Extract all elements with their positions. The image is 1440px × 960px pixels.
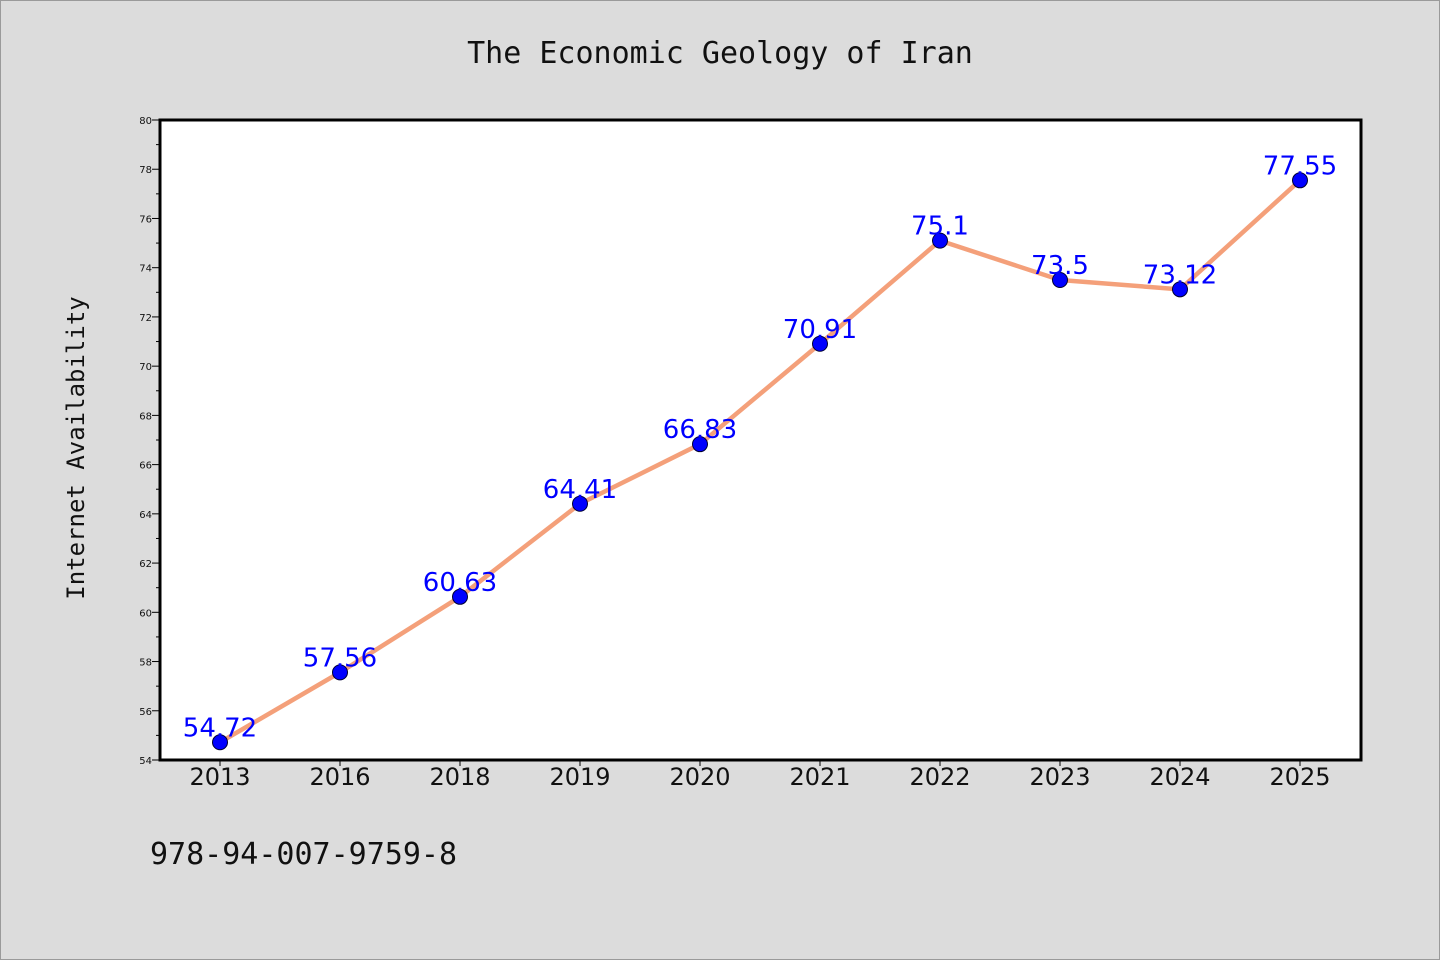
x-tick-label: 2016: [309, 763, 370, 791]
x-tick-label: 2020: [669, 763, 730, 791]
y-tick-label: 78: [139, 165, 152, 176]
x-tick-label: 2024: [1149, 763, 1210, 791]
y-axis-label: Internet Availability: [62, 296, 90, 599]
y-tick-label: 80: [139, 116, 152, 127]
y-tick-label: 58: [139, 658, 152, 669]
data-label: 73.5: [1031, 251, 1089, 281]
y-axis-ticks: 54 56 58 60 62 64 66 68 70 72 74 76 78 80: [139, 116, 160, 767]
data-point: [932, 232, 948, 249]
data-label: 64.41: [543, 475, 617, 505]
data-label: 77.55: [1263, 151, 1337, 181]
series-line: [217, 178, 1303, 745]
plot-area: [158, 118, 1363, 762]
chart-title: The Economic Geology of Iran: [467, 36, 973, 71]
y-tick-label: 70: [139, 362, 152, 373]
y-tick-label: 76: [139, 214, 152, 225]
data-label: 60.63: [423, 568, 497, 598]
data-point: [212, 734, 228, 751]
y-tick-label: 62: [139, 559, 152, 570]
y-tick-label: 60: [139, 608, 152, 619]
data-label: 73.12: [1143, 260, 1217, 290]
x-axis-ticks: 2013 2016 2018 2019 2020 2021 2022 2023 2024 2025: [189, 760, 1331, 791]
y-tick-label: 54: [139, 756, 152, 767]
data-point: [572, 495, 588, 512]
x-tick-label: 2018: [429, 763, 490, 791]
x-tick-label: 2025: [1269, 763, 1330, 791]
data-label: 70.91: [783, 315, 857, 345]
data-label: 66.83: [663, 415, 737, 445]
data-point: [1172, 281, 1188, 298]
footer-isbn: 978-94-007-9759-8: [150, 837, 457, 872]
series-layer: [212, 172, 1308, 751]
y-tick-label: 64: [139, 510, 152, 521]
data-labels: 54.72 57.56 60.63 64.41 66.83 70.91 75.1 73.5 73…: [183, 151, 1337, 743]
x-tick-label: 2022: [909, 763, 970, 791]
y-tick-label: 68: [139, 411, 152, 422]
data-point: [692, 436, 708, 453]
y-tick-label: 66: [139, 461, 152, 472]
data-point: [1292, 172, 1308, 189]
data-point: [812, 335, 828, 352]
y-tick-label: 72: [139, 313, 152, 324]
x-tick-label: 2013: [189, 763, 250, 791]
data-point: [1052, 272, 1068, 288]
data-label: 54.72: [183, 713, 257, 743]
data-label: 75.1: [911, 212, 969, 242]
y-tick-label: 56: [139, 707, 152, 718]
data-label: 57.56: [303, 643, 377, 673]
x-tick-label: 2019: [549, 763, 610, 791]
data-point: [452, 588, 468, 605]
x-tick-label: 2023: [1029, 763, 1090, 791]
y-tick-label: 74: [139, 264, 152, 275]
x-tick-label: 2021: [789, 763, 850, 791]
data-point: [332, 664, 348, 681]
